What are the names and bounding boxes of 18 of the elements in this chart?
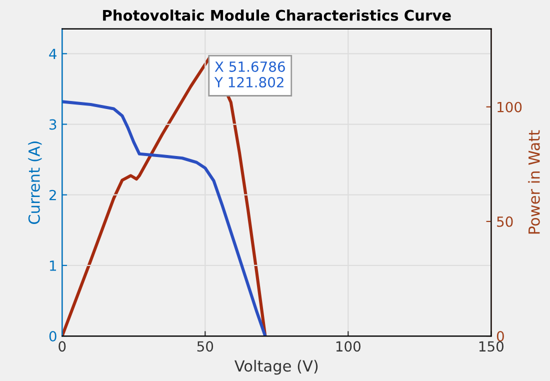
annotation: X 51.6786 Y 121.802: [214, 61, 285, 88]
y-tick-label: 4: [49, 48, 57, 59]
y-tick-label: 3: [50, 119, 56, 130]
y2-tick-label: 100: [498, 102, 522, 112]
chart-title: Photovoltaic Module Characteristics Curve: [103, 10, 451, 21]
y-tick-label: 1: [50, 260, 56, 271]
y2-axis-title: Power in Watt: [528, 130, 540, 234]
y2-tick-label: 50: [497, 216, 513, 227]
x-tick-label: 150: [479, 341, 504, 352]
x-axis-title: Voltage (V): [234, 360, 318, 375]
y-tick-label: 0: [49, 331, 56, 342]
x-tick-label: 100: [336, 341, 360, 352]
y2-tick-label: 0: [496, 331, 504, 342]
y-axis-title: Current (A): [28, 142, 42, 224]
x-tick-label: 0: [58, 341, 66, 352]
x-tick-label: 50: [197, 341, 214, 352]
line-series: [62, 100, 267, 336]
y-tick-label: 2: [49, 190, 56, 200]
